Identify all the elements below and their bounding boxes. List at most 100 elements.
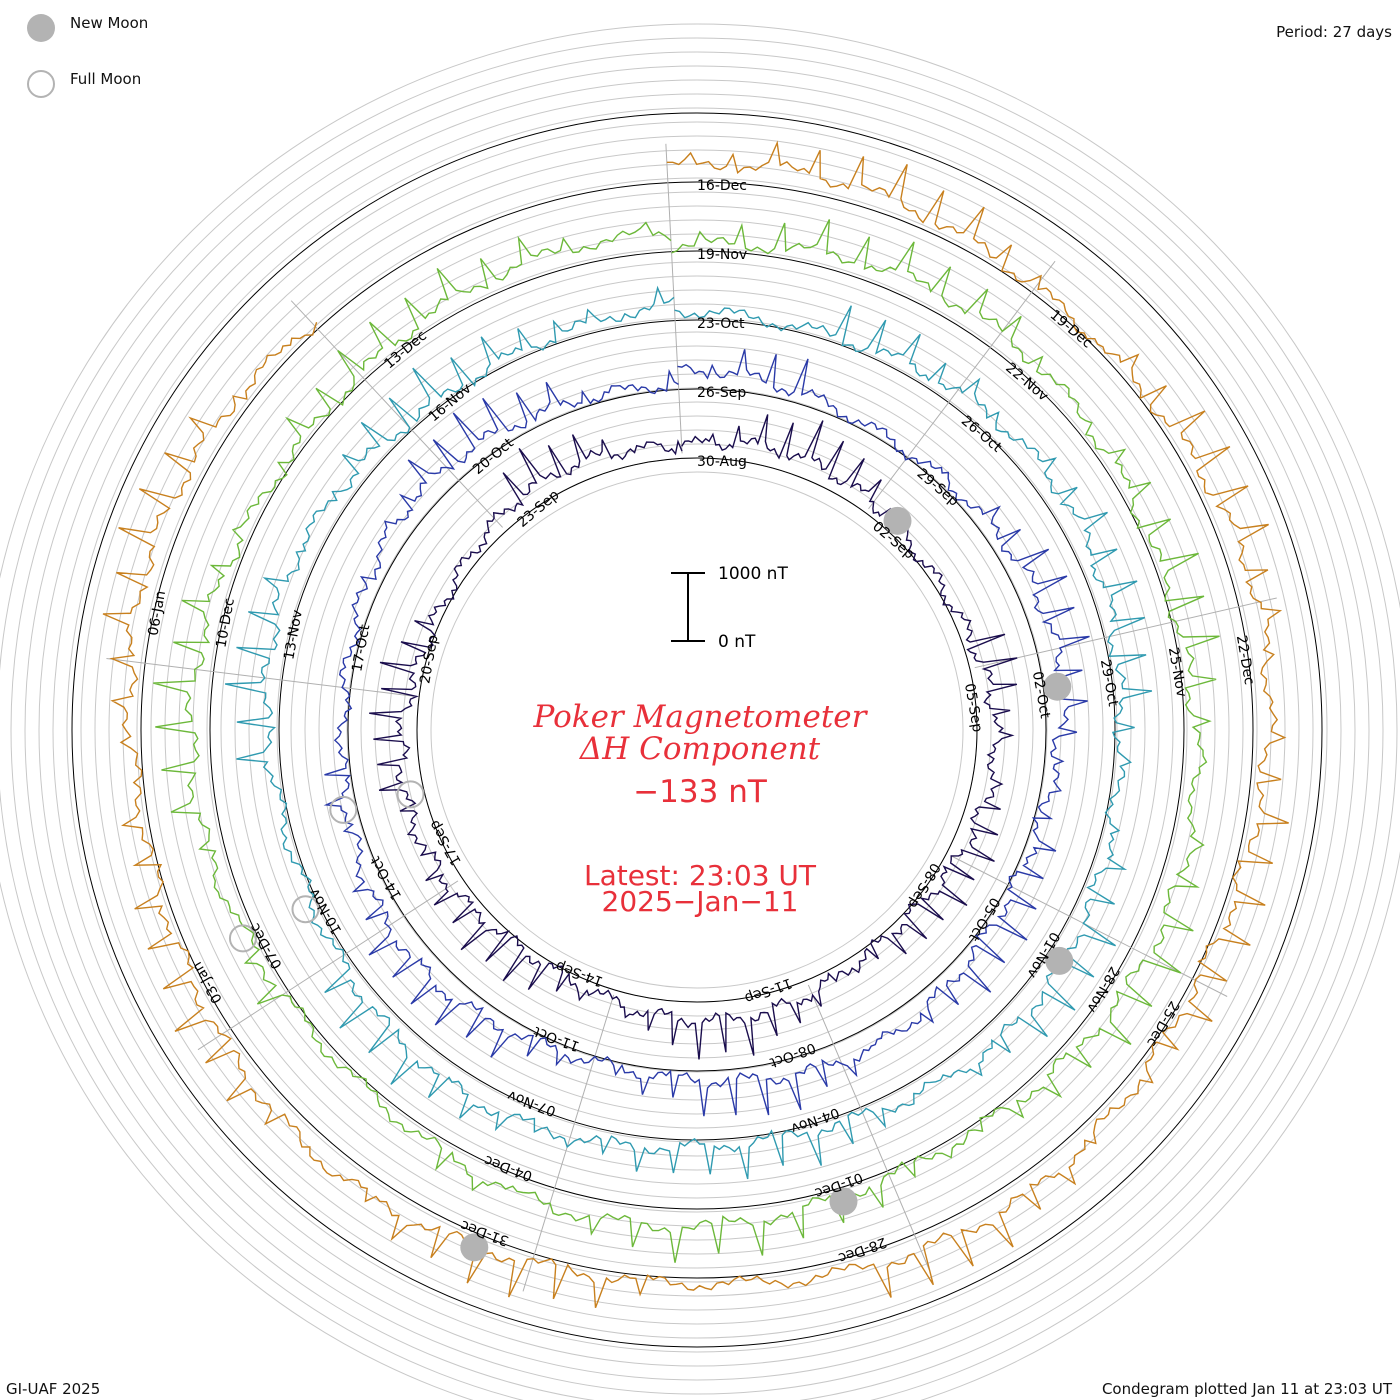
grid-ring bbox=[332, 373, 1062, 1087]
series-trace-4 bbox=[102, 140, 1289, 1309]
grid-ring bbox=[402, 443, 992, 1017]
series-trace-3 bbox=[153, 219, 1220, 1263]
grid-spoke bbox=[522, 994, 615, 1292]
date-label: 13-Dec bbox=[381, 328, 430, 372]
grid-ring bbox=[0, 23, 1400, 1400]
date-label: 20-Sep bbox=[417, 634, 441, 685]
baseline-ring bbox=[347, 388, 1047, 1072]
grid-ring bbox=[220, 261, 1174, 1199]
date-label: 28-Dec bbox=[836, 1234, 888, 1266]
grid-spoke bbox=[290, 300, 503, 528]
grid-ring bbox=[80, 121, 1314, 1339]
grid-ring bbox=[304, 345, 1090, 1115]
series-trace-1 bbox=[323, 349, 1090, 1117]
date-label: 13-Nov bbox=[281, 609, 305, 661]
date-label: 10-Dec bbox=[213, 597, 237, 649]
date-label: 23-Oct bbox=[697, 316, 745, 332]
grid-rings bbox=[0, 23, 1400, 1400]
date-label: 17-Sep bbox=[426, 817, 465, 868]
footer-plot-time: Condegram plotted Jan 11 at 23:03 UT bbox=[1101, 1380, 1392, 1398]
new-moon-marker bbox=[883, 506, 912, 535]
new-moon-marker bbox=[1045, 946, 1074, 975]
new-moon-marker bbox=[829, 1187, 858, 1216]
new-moon-legend-icon bbox=[27, 14, 55, 42]
latest-date: 2025−Jan−11 bbox=[601, 885, 799, 918]
date-label: 10-Nov bbox=[306, 886, 345, 937]
grid-ring bbox=[150, 191, 1244, 1269]
grid-ring bbox=[346, 387, 1048, 1073]
date-label: 30-Aug bbox=[697, 454, 747, 470]
full-moon-marker bbox=[228, 924, 257, 953]
scale-bar: 1000 nT 0 nT bbox=[671, 564, 788, 652]
date-label: 22-Dec bbox=[1233, 634, 1257, 686]
date-label: 05-Sep bbox=[961, 682, 985, 733]
chart-title-line1: Poker Magnetometer bbox=[533, 699, 867, 735]
latest-time: Latest: 23:03 UT bbox=[583, 859, 817, 892]
baseline-ring bbox=[416, 457, 978, 1003]
date-label: 16-Dec bbox=[697, 178, 747, 194]
full-moon-marker bbox=[396, 780, 425, 809]
moon-markers bbox=[228, 506, 1074, 1262]
baseline-ring bbox=[209, 250, 1185, 1210]
grid-ring bbox=[0, 37, 1398, 1400]
grid-ring bbox=[24, 65, 1370, 1395]
date-label: 19-Dec bbox=[1047, 307, 1096, 351]
date-label: 26-Sep bbox=[697, 385, 746, 401]
full-moon-legend-label: Full Moon bbox=[70, 70, 142, 88]
period-label: Period: 27 days bbox=[1276, 23, 1392, 41]
full-moon-legend-icon bbox=[27, 70, 55, 98]
baseline-ring bbox=[140, 181, 1254, 1279]
magnetometer-spiral bbox=[102, 140, 1289, 1309]
grid-ring bbox=[94, 135, 1300, 1325]
footer-credit: GI-UAF 2025 bbox=[6, 1380, 101, 1398]
full-moon-marker bbox=[329, 795, 358, 824]
grid-spoke bbox=[665, 143, 683, 454]
date-label: 04-Nov bbox=[789, 1104, 842, 1136]
chart-title-line2: ΔH Component bbox=[579, 731, 821, 767]
date-label: 22-Nov bbox=[1002, 360, 1051, 405]
series-trace-2 bbox=[224, 285, 1153, 1180]
date-label: 25-Nov bbox=[1165, 646, 1189, 698]
grid-ring bbox=[248, 289, 1146, 1171]
grid-ring bbox=[108, 149, 1286, 1311]
date-label: 17-Oct bbox=[349, 623, 373, 673]
grid-spoke bbox=[197, 880, 459, 1051]
grid-spokes bbox=[106, 143, 1277, 1292]
baseline-ring bbox=[278, 319, 1116, 1141]
grid-spoke bbox=[106, 657, 415, 697]
grid-ring bbox=[52, 93, 1342, 1367]
grid-ring bbox=[10, 51, 1384, 1400]
grid-spoke bbox=[807, 984, 930, 1271]
grid-ring bbox=[136, 177, 1258, 1283]
grid-ring bbox=[234, 275, 1160, 1185]
grid-ring bbox=[262, 303, 1132, 1157]
grid-ring bbox=[66, 107, 1328, 1353]
date-label: 19-Nov bbox=[697, 247, 747, 263]
grid-ring bbox=[206, 247, 1188, 1213]
date-label: 08-Oct bbox=[767, 1039, 818, 1070]
grid-ring bbox=[38, 79, 1356, 1381]
baseline-ring bbox=[71, 112, 1323, 1348]
grid-ring bbox=[290, 331, 1104, 1129]
date-label: 04-Dec bbox=[482, 1152, 534, 1184]
date-label: 20-Oct bbox=[470, 435, 517, 478]
latest-value: −133 nT bbox=[633, 774, 767, 810]
scale-bar-bottom-label: 0 nT bbox=[718, 632, 756, 652]
date-label: 06-Jan bbox=[145, 590, 169, 637]
grid-spoke bbox=[868, 260, 1056, 510]
new-moon-marker bbox=[1043, 672, 1072, 701]
series-trace-0 bbox=[369, 414, 1018, 1060]
date-label: 29-Sep bbox=[914, 466, 962, 510]
grid-ring bbox=[164, 205, 1230, 1255]
grid-ring bbox=[430, 471, 964, 989]
scale-bar-top-label: 1000 nT bbox=[718, 564, 788, 584]
new-moon-marker bbox=[460, 1233, 489, 1262]
grid-spoke bbox=[950, 855, 1228, 997]
full-moon-marker bbox=[291, 895, 320, 924]
new-moon-legend-label: New Moon bbox=[70, 14, 149, 32]
grid-ring bbox=[360, 401, 1034, 1059]
grid-spoke bbox=[974, 597, 1277, 669]
grid-ring bbox=[318, 359, 1076, 1101]
grid-ring bbox=[388, 429, 1006, 1031]
